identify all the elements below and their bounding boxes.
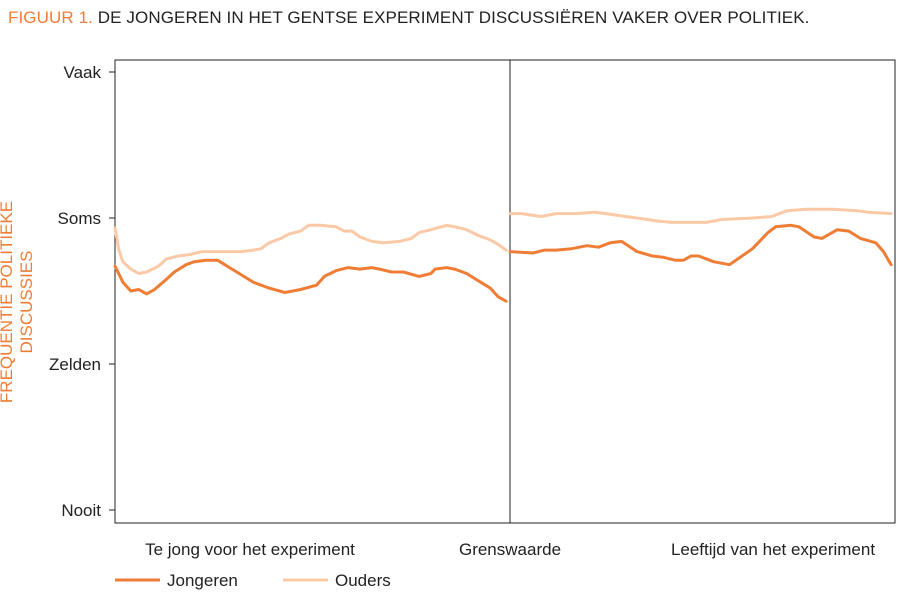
y-tick-label: Soms xyxy=(58,209,101,228)
series-line-jongeren-left xyxy=(113,258,508,303)
y-tick-label: Zelden xyxy=(49,355,101,374)
series-line-jongeren-right xyxy=(508,223,893,267)
figure-title-text: DE JONGEREN IN HET GENTSE EXPERIMENT DIS… xyxy=(97,8,810,27)
series-line-ouders-left xyxy=(113,223,508,275)
legend-label-jongeren: Jongeren xyxy=(167,571,238,590)
x-label-cutoff: Grenswaarde xyxy=(459,540,561,559)
series-line-ouders-right xyxy=(508,207,893,224)
figure-number: FIGUUR 1. xyxy=(8,8,93,27)
legend-label-ouders: Ouders xyxy=(335,571,391,590)
y-tick-label: Vaak xyxy=(64,63,102,82)
figure-title: FIGUUR 1. DE JONGEREN IN HET GENTSE EXPE… xyxy=(8,8,810,28)
x-label-left: Te jong voor het experiment xyxy=(145,540,355,559)
plot-frame xyxy=(114,59,896,524)
x-label-right: Leeftijd van het experiment xyxy=(671,540,875,559)
y-tick-label: Nooit xyxy=(61,501,101,520)
